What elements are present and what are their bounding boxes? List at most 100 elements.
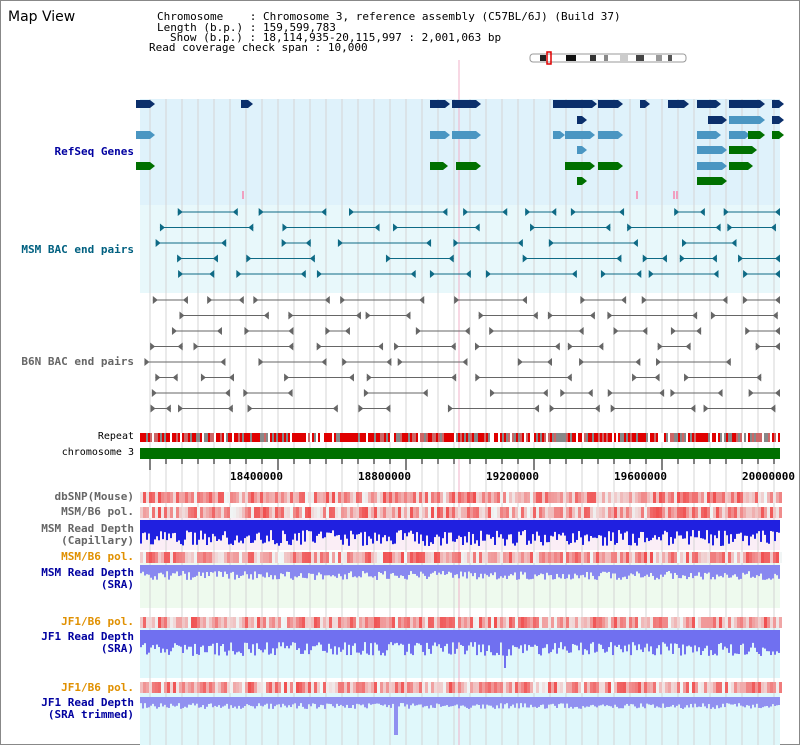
msm-sra-depth-bar — [392, 565, 394, 574]
jf1-trim-depth-bar — [250, 697, 252, 706]
jf1-sra-depth-bar — [226, 630, 228, 656]
dbsnp-heat-cell — [605, 492, 608, 503]
msm-capillary-depth-bar — [234, 520, 236, 541]
b6n-bac-end-marker — [589, 311, 595, 320]
jf1-sra-depth-bar — [622, 630, 624, 653]
jf1-trim-depth-bar — [716, 697, 718, 706]
dbsnp-heat-cell — [311, 492, 314, 503]
msm-capillary-depth-bar — [398, 520, 400, 531]
repeat-segment — [284, 433, 286, 442]
jf1-b6-pol-heat-cell — [479, 617, 482, 628]
dbsnp-heat-cell — [482, 492, 485, 503]
msm-bac-end-marker — [177, 208, 183, 216]
msm-sra-depth-bar — [770, 565, 772, 580]
msm-capillary-depth-bar — [150, 520, 152, 545]
repeat-segment — [560, 433, 562, 442]
repeat-segment — [174, 433, 176, 442]
dbsnp-heat-cell — [350, 492, 353, 503]
msm-b6-pol-heat-cell — [251, 507, 254, 518]
msm-capillary-depth-bar — [508, 520, 510, 535]
jf1-trim-depth-bar — [288, 697, 290, 706]
repeat-segment — [670, 433, 672, 442]
jf1-sra-depth-bar — [726, 630, 728, 649]
repeat-segment — [546, 433, 548, 442]
jf1-trim-depth-bar — [390, 697, 392, 708]
msm-b6-pol2-heat-cell — [707, 552, 710, 563]
msm-sra-depth-bar — [290, 565, 292, 579]
msm-capillary-depth-bar — [554, 520, 556, 532]
jf1-sra-depth-bar — [640, 630, 642, 650]
dbsnp-heat-cell — [347, 492, 350, 503]
dbsnp-heat-cell — [710, 492, 713, 503]
jf1-trim-depth-bar — [156, 697, 158, 709]
msm-capillary-depth-bar — [568, 520, 570, 545]
msm-capillary-depth-bar — [690, 520, 692, 537]
jf1-b6-pol2-heat-cell — [248, 682, 251, 693]
jf1-sra-depth-bar — [594, 630, 596, 653]
dbsnp-heat-cell — [275, 492, 278, 503]
msm-b6-pol-heat-cell — [533, 507, 536, 518]
jf1-trim-depth-bar — [662, 697, 664, 704]
jf1-b6-pol2-heat-cell — [440, 682, 443, 693]
jf1-sra-depth-bar — [540, 630, 542, 656]
msm-sra-depth-bar — [458, 565, 460, 579]
msm-capillary-depth-bar — [528, 520, 530, 541]
msm-b6-pol2-heat-cell — [509, 552, 512, 563]
msm-sra-depth-bar — [462, 565, 464, 577]
msm-sra-depth-bar — [716, 565, 718, 575]
b6n-bac-end-marker — [144, 358, 150, 366]
b6n-bac-end-marker — [332, 404, 338, 413]
msm-sra-depth-bar — [160, 565, 162, 573]
msm-sra-depth-bar — [298, 565, 300, 576]
msm-capillary-depth-bar — [758, 520, 760, 532]
jf1-sra-depth-bar — [192, 630, 194, 656]
msm-sra-depth-bar — [556, 565, 558, 574]
msm-sra-depth-bar — [460, 565, 462, 572]
msm-sra-depth-bar — [554, 565, 556, 580]
msm-capillary-depth-bar — [762, 520, 764, 531]
jf1-sra-depth-bar — [168, 630, 170, 655]
msm-b6-pol2-heat-cell — [236, 552, 239, 563]
msm-capillary-depth-bar — [416, 520, 418, 533]
msm-sra-depth-bar — [646, 565, 648, 575]
msm-b6-pol2-heat-cell — [494, 552, 497, 563]
jf1-sra-depth-bar — [514, 630, 516, 647]
jf1-b6-pol2-heat-cell — [767, 682, 770, 693]
msm-capillary-depth-bar — [270, 520, 272, 531]
jf1-sra-depth-bar — [208, 630, 210, 647]
msm-sra-depth-bar — [318, 565, 320, 573]
msm-capillary-depth-bar — [206, 520, 208, 546]
jf1-sra-depth-bar — [506, 630, 508, 656]
jf1-b6-pol2-heat-cell — [419, 682, 422, 693]
jf1-b6-pol-heat-cell — [407, 617, 410, 628]
repeat-segment — [626, 433, 628, 442]
jf1-sra-depth-bar — [376, 630, 378, 645]
dbsnp-heat-cell — [464, 492, 467, 503]
repeat-segment — [312, 433, 314, 442]
jf1-sra-depth-bar — [348, 630, 350, 645]
msm-sra-depth-bar — [622, 565, 624, 578]
msm-b6-pol2-heat-cell — [776, 552, 779, 563]
jf1-trim-depth-bar — [644, 697, 646, 709]
jf1-b6-pol-heat-cell — [497, 617, 500, 628]
msm-b6-pol-heat-cell — [329, 507, 332, 518]
msm-sra-depth-bar — [740, 565, 742, 579]
msm-b6-pol-heat-cell — [617, 507, 620, 518]
jf1-sra-depth-bar — [480, 630, 482, 653]
msm-b6-pol-heat-cell — [266, 507, 269, 518]
jf1-trim-depth-bar — [768, 697, 770, 708]
jf1-trim-depth-bar — [342, 697, 344, 707]
msm-capillary-depth-bar — [520, 520, 522, 536]
jf1-sra-depth-bar — [398, 630, 400, 646]
msm-capillary-depth-bar — [596, 520, 598, 539]
jf1-trim-depth-bar — [296, 697, 298, 709]
jf1-b6-pol2-heat-cell — [284, 682, 287, 693]
msm-capillary-depth-bar — [660, 520, 662, 541]
msm-capillary-depth-bar — [166, 520, 168, 541]
jf1-trim-depth-bar — [198, 697, 200, 708]
jf1-trim-depth-bar — [466, 697, 468, 708]
msm-b6-pol2-heat-cell — [740, 552, 743, 563]
msm-b6-pol2-heat-cell — [440, 552, 443, 563]
repeat-segment — [548, 433, 550, 442]
